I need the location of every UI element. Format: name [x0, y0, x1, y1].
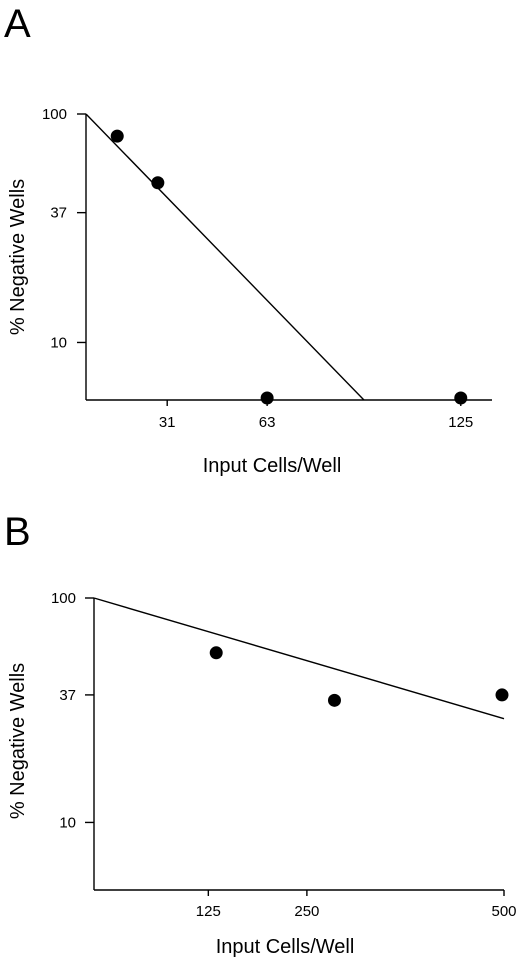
fit-line-a — [85, 113, 365, 401]
x-tick-label-a: 31 — [159, 414, 176, 431]
y-axis-title-a: % Negative Wells — [7, 179, 29, 335]
ticks-a: 100 37 10 31 63 125 — [42, 106, 473, 431]
axes-b — [93, 598, 504, 891]
chart-panel-b: B % Negative Wells Input Cells/Well 100 3… — [4, 510, 517, 958]
data-point-a — [151, 176, 165, 190]
fit-line-b — [93, 597, 505, 720]
x-axis-title-b: Input Cells/Well — [216, 936, 355, 958]
y-tick-label-a: 37 — [50, 205, 67, 222]
data-point-b — [327, 693, 341, 707]
panel-label-a: A — [4, 2, 31, 46]
points-a — [110, 129, 468, 405]
data-point-a — [260, 391, 274, 405]
y-tick-label-b: 37 — [59, 687, 76, 704]
ticks-b: 100 37 10 125 250 500 — [51, 590, 517, 920]
x-tick-label-a: 63 — [259, 414, 276, 431]
x-tick-label-b: 500 — [491, 903, 516, 920]
fit-line-group-b — [93, 597, 505, 720]
y-tick-label-a: 100 — [42, 106, 67, 123]
y-tick-label-b: 10 — [59, 814, 76, 831]
points-b — [209, 646, 509, 707]
x-tick-label-b: 250 — [294, 903, 319, 920]
x-axis-title-a: Input Cells/Well — [203, 455, 342, 477]
y-axis-title-b: % Negative Wells — [7, 663, 29, 819]
axes-a — [85, 114, 492, 401]
x-tick-label-b: 125 — [196, 903, 221, 920]
fit-line-group-a — [85, 113, 365, 401]
x-tick-label-a: 125 — [448, 414, 473, 431]
data-point-a — [110, 129, 124, 143]
chart-panel-a: A % Negative Wells Input Cells/Well 100 3… — [4, 2, 492, 477]
data-point-b — [209, 646, 223, 660]
panel-label-b: B — [4, 510, 31, 554]
y-tick-label-b: 100 — [51, 590, 76, 607]
data-point-a — [454, 391, 468, 405]
y-tick-label-a: 10 — [50, 334, 67, 351]
data-point-b — [495, 688, 509, 702]
